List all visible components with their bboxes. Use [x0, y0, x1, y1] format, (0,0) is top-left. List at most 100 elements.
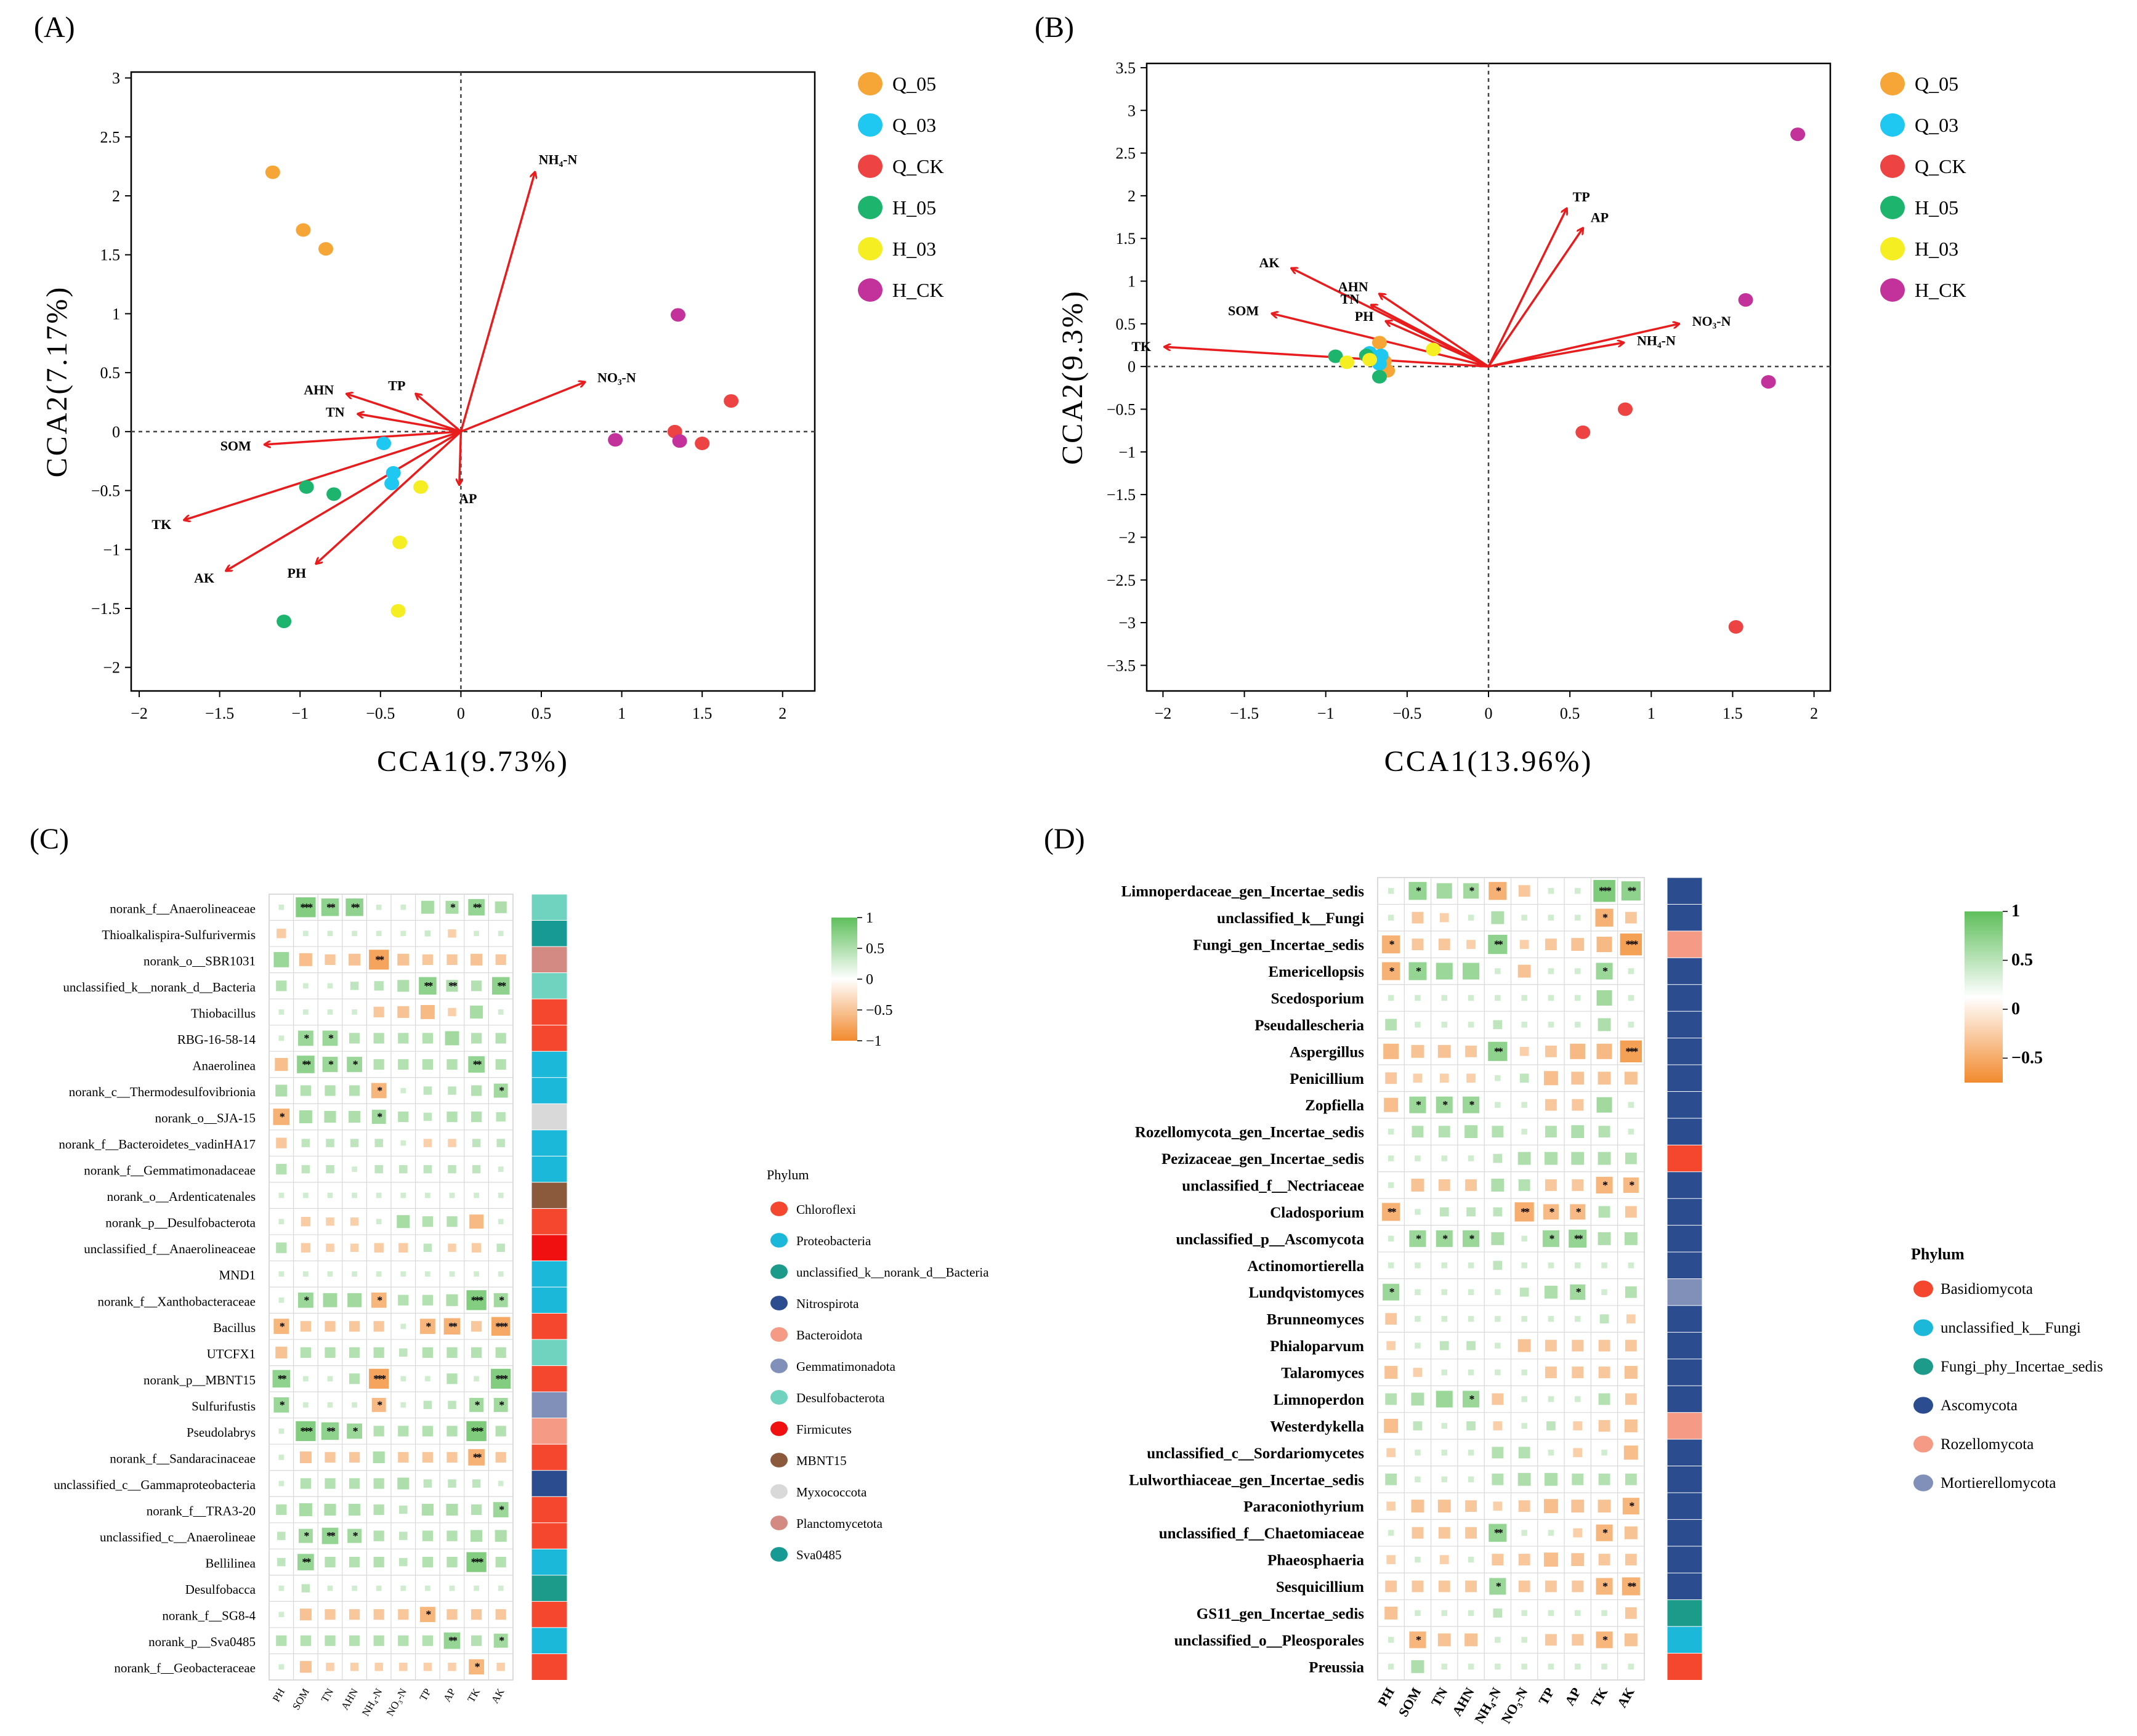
column-label-ahn: AHN: [1449, 1685, 1477, 1719]
row-label: norank_f__Sandaracinaceae: [110, 1451, 256, 1466]
heat-cell: [373, 1609, 384, 1620]
significance-mark: ***: [1625, 1045, 1638, 1057]
heat-cell: [301, 1584, 310, 1593]
heat-cell: [373, 1556, 384, 1568]
heat-cell: [326, 1165, 334, 1174]
heat-cell: [326, 1243, 334, 1252]
heat-cell: [423, 1243, 432, 1252]
colorbar-tick-label: −0.5: [866, 1003, 893, 1019]
heat-cell: [1385, 1019, 1397, 1031]
x-tick-label: 0.5: [1560, 704, 1580, 722]
heat-cell: [278, 1297, 285, 1303]
heat-cell: [1548, 887, 1554, 894]
heat-cell: [1572, 1580, 1584, 1593]
point-h-ck: [608, 433, 623, 447]
heat-cell: [1441, 1663, 1448, 1670]
heat-cell: [398, 1451, 409, 1463]
arrow-label-som: SOM: [220, 438, 251, 453]
heat-cell: [446, 1111, 458, 1123]
heat-cell: [1412, 1126, 1424, 1138]
phylum-bar-rozellomycota: [1666, 1412, 1703, 1440]
column-label-ak: AK: [489, 1686, 507, 1705]
heat-cell: [352, 1166, 357, 1172]
y-tick-label: −0.5: [91, 482, 120, 500]
heat-cell: [1545, 1580, 1557, 1593]
phylum-bar-ascomycota: [1666, 1225, 1703, 1253]
heat-cell: [1439, 1073, 1449, 1083]
y-axis-label: CCA2(7.17%): [41, 286, 73, 478]
phylum-legend-title: Phylum: [1911, 1245, 1965, 1263]
heat-cell: [1521, 1022, 1527, 1028]
heat-cell: [1548, 1315, 1554, 1322]
x-tick-label: −1.5: [205, 704, 234, 722]
heat-cell: [446, 1347, 458, 1358]
heat-cell: [272, 1370, 291, 1388]
heat-cell: [471, 1321, 482, 1332]
heat-cell: [1601, 1450, 1607, 1456]
heat-cell: [327, 1402, 333, 1408]
heat-cell: [327, 1271, 333, 1277]
legend-marker-q-03: [1880, 113, 1905, 137]
heat-cell: [276, 1504, 287, 1516]
x-tick-label: 0: [457, 704, 465, 722]
heat-cell: [1548, 1396, 1554, 1402]
y-tick-label: 3: [1128, 102, 1136, 119]
colorbar-tick-label: 0: [2011, 999, 2020, 1019]
significance-mark: ***: [471, 1425, 484, 1437]
heat-cell: [1495, 1663, 1501, 1670]
phylum-bar-ascomycota: [1666, 903, 1703, 932]
heat-cell: [376, 931, 382, 937]
y-tick-label: −1.5: [1107, 486, 1136, 504]
y-tick-label: 1.5: [100, 246, 121, 264]
phylum-bar-ascomycota: [1666, 1359, 1703, 1387]
colorbar: [831, 918, 857, 1041]
heat-cell: [1598, 1500, 1611, 1513]
phylum-legend-marker-ascomycota: [1913, 1397, 1933, 1414]
heat-cell: [1388, 887, 1394, 894]
x-tick-label: 1: [1647, 704, 1655, 722]
heat-cell: [1412, 911, 1424, 924]
heat-cell: [345, 898, 363, 916]
row-label: Cladosporium: [1270, 1205, 1364, 1221]
heat-cell: [1415, 1022, 1421, 1028]
row-label: Aspergillus: [1290, 1044, 1364, 1060]
heat-cell: [352, 1585, 357, 1591]
heat-cell: [1382, 935, 1400, 954]
significance-mark: ***: [1625, 939, 1638, 951]
phylum-bar-proteobacteria: [531, 1286, 568, 1314]
legend-label-q-05: Q_05: [892, 73, 936, 95]
heat-cell: [1628, 1128, 1634, 1135]
heat-cell: [397, 1215, 410, 1229]
heat-cell: [423, 1479, 432, 1488]
heat-cell: [1545, 1285, 1557, 1299]
phylum-bar-ascomycota: [1666, 1385, 1703, 1413]
heat-cell: [349, 1635, 360, 1646]
phylum-bar-fungi-phy-incertae-sedis: [1666, 1599, 1703, 1628]
heat-cell: [1436, 883, 1452, 899]
heat-cell: [1495, 1342, 1501, 1349]
heat-cell: [425, 1585, 430, 1591]
phylum-bar-sva0485: [531, 920, 568, 948]
heat-cell: [296, 897, 316, 918]
row-label: norank_o__SBR1031: [143, 953, 256, 968]
point-h-03: [413, 480, 429, 494]
heat-cell: [1569, 1229, 1587, 1248]
heat-cell: [491, 977, 510, 995]
colorbar: [1965, 911, 2003, 1083]
heat-cell: [1548, 1610, 1554, 1617]
phylum-bar-proteobacteria: [531, 1260, 568, 1288]
heat-cell: [399, 1505, 408, 1514]
heat-cell: [326, 1139, 334, 1147]
heat-cell: [1571, 1152, 1585, 1165]
heat-cell: [471, 980, 482, 991]
y-tick-label: 2: [1128, 187, 1136, 205]
heat-cell: [400, 1376, 406, 1382]
heat-cell: [374, 1243, 384, 1253]
heat-cell: [1415, 1315, 1421, 1322]
phylum-bar-ascomycota: [1666, 1198, 1703, 1226]
heat-cell: [373, 1347, 384, 1358]
heat-cell: [1573, 1448, 1583, 1458]
heat-cell: [1596, 1097, 1612, 1113]
heat-cell: [325, 1451, 336, 1463]
point-h-05: [277, 615, 292, 629]
